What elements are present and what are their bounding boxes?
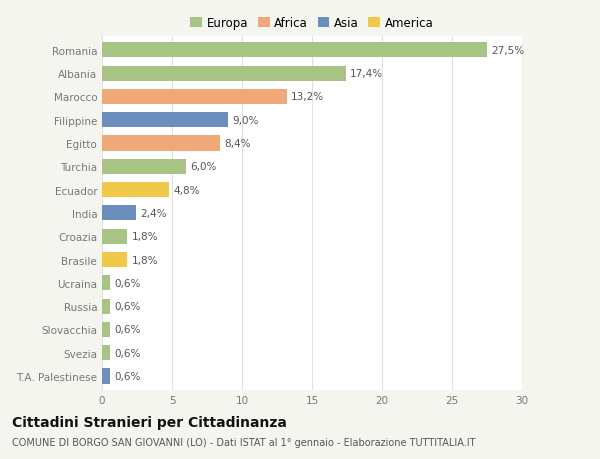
Text: 2,4%: 2,4% xyxy=(140,208,166,218)
Text: 4,8%: 4,8% xyxy=(173,185,200,195)
Bar xyxy=(102,183,169,198)
Text: 0,6%: 0,6% xyxy=(115,278,141,288)
Text: 0,6%: 0,6% xyxy=(115,371,141,381)
Text: 27,5%: 27,5% xyxy=(491,46,524,56)
Bar xyxy=(102,67,346,82)
Bar xyxy=(102,113,228,128)
Text: 6,0%: 6,0% xyxy=(190,162,217,172)
Text: 9,0%: 9,0% xyxy=(232,115,259,125)
Text: 0,6%: 0,6% xyxy=(115,348,141,358)
Text: 1,8%: 1,8% xyxy=(131,255,158,265)
Bar xyxy=(102,276,110,291)
Text: 0,6%: 0,6% xyxy=(115,325,141,335)
Text: 17,4%: 17,4% xyxy=(350,69,383,79)
Bar xyxy=(102,369,110,384)
Text: 13,2%: 13,2% xyxy=(291,92,324,102)
Text: Cittadini Stranieri per Cittadinanza: Cittadini Stranieri per Cittadinanza xyxy=(12,415,287,429)
Bar xyxy=(102,229,127,244)
Bar xyxy=(102,252,127,268)
Bar xyxy=(102,345,110,360)
Text: 0,6%: 0,6% xyxy=(115,302,141,312)
Text: 1,8%: 1,8% xyxy=(131,232,158,242)
Bar xyxy=(102,136,220,151)
Legend: Europa, Africa, Asia, America: Europa, Africa, Asia, America xyxy=(188,14,436,32)
Bar xyxy=(102,322,110,337)
Bar xyxy=(102,299,110,314)
Bar xyxy=(102,90,287,105)
Bar xyxy=(102,206,136,221)
Bar xyxy=(102,43,487,58)
Text: COMUNE DI BORGO SAN GIOVANNI (LO) - Dati ISTAT al 1° gennaio - Elaborazione TUTT: COMUNE DI BORGO SAN GIOVANNI (LO) - Dati… xyxy=(12,437,476,447)
Bar xyxy=(102,159,186,174)
Text: 8,4%: 8,4% xyxy=(224,139,250,149)
